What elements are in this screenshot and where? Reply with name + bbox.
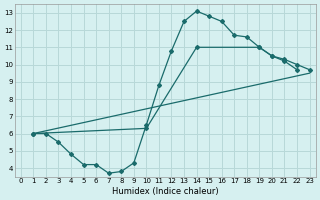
- X-axis label: Humidex (Indice chaleur): Humidex (Indice chaleur): [112, 187, 219, 196]
